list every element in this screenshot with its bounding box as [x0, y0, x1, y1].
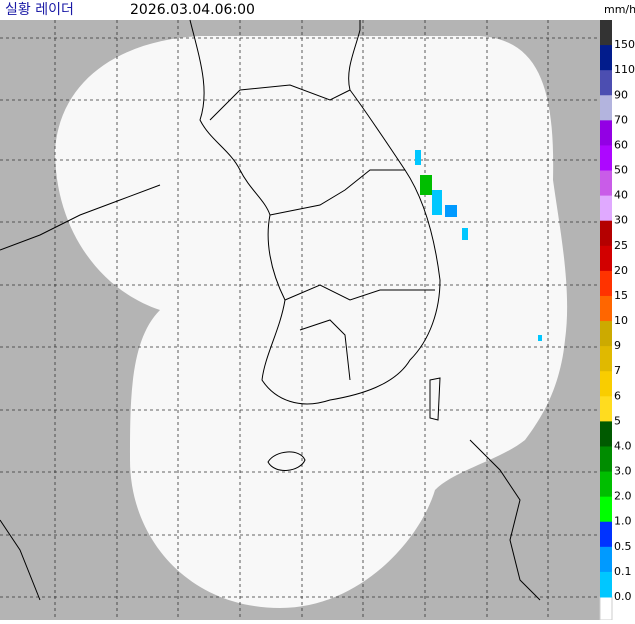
- legend-label: 15: [614, 289, 628, 302]
- legend-label: 90: [614, 88, 628, 101]
- legend-label: 0.1: [614, 565, 632, 578]
- legend-label: 2.0: [614, 490, 632, 503]
- echo: [432, 190, 442, 215]
- legend-swatch: [600, 521, 612, 548]
- legend-swatch: [600, 95, 612, 121]
- legend-label: 3.0: [614, 465, 632, 478]
- echo: [415, 150, 421, 165]
- legend-label: 7: [614, 364, 621, 377]
- legend-swatch: [600, 170, 612, 197]
- legend-swatch: [600, 321, 612, 347]
- legend-swatch: [600, 421, 612, 447]
- legend: 150 110 90 70 60 50 40 30 25 20 15 10 9 7 6 5 4.0 3.0 2.0 1…: [599, 20, 635, 621]
- legend-swatch: [600, 145, 612, 172]
- echo: [420, 175, 432, 195]
- legend-swatch: [600, 546, 612, 573]
- legend-swatch: [600, 571, 612, 598]
- legend-label: 4.0: [614, 439, 632, 452]
- legend-swatch: [600, 446, 612, 473]
- legend-label: 5: [614, 414, 621, 427]
- legend-swatch: [600, 195, 612, 222]
- legend-swatch: [600, 396, 612, 422]
- legend-label: 0.5: [614, 540, 632, 553]
- legend-swatch: [600, 371, 612, 397]
- time: 2026.03.04.06:00: [130, 2, 255, 18]
- legend-swatch: [600, 295, 612, 322]
- legend-swatch: [600, 346, 612, 372]
- legend-label: 70: [614, 113, 628, 126]
- legend-swatch: [600, 270, 612, 297]
- legend-swatch: [599, 596, 613, 621]
- legend-swatch: [600, 220, 612, 247]
- legend-swatch: [600, 471, 612, 498]
- legend-label: 0.0: [614, 590, 632, 603]
- legend-swatch: [600, 245, 612, 272]
- legend-label: 110: [614, 63, 635, 76]
- legend-label: 40: [614, 189, 628, 202]
- legend-label: 30: [614, 214, 628, 227]
- legend-label: 1.0: [614, 515, 632, 528]
- radar-coverage: [55, 36, 568, 608]
- legend-label: 25: [614, 239, 628, 252]
- legend-label: 10: [614, 314, 628, 327]
- legend-swatch: [600, 45, 612, 71]
- unit: mm/h: [604, 3, 635, 16]
- legend-label: 9: [614, 339, 621, 352]
- map: [0, 19, 600, 620]
- legend-swatch: [600, 120, 612, 146]
- legend-label: 60: [614, 138, 628, 151]
- legend-label: 50: [614, 164, 628, 177]
- legend-swatch: [600, 20, 612, 46]
- legend-swatch: [600, 70, 612, 96]
- legend-label: 150: [614, 38, 635, 51]
- title: 실황 레이더: [5, 2, 74, 18]
- legend-label: 6: [614, 389, 621, 402]
- echo: [538, 335, 542, 341]
- legend-label: 20: [614, 264, 628, 277]
- echoes: [415, 150, 542, 341]
- coastlines: [0, 19, 541, 601]
- grid: [0, 20, 600, 620]
- legend-swatch: [600, 496, 612, 523]
- echo: [462, 228, 468, 240]
- echo: [445, 205, 457, 217]
- header-bar: [0, 0, 635, 20]
